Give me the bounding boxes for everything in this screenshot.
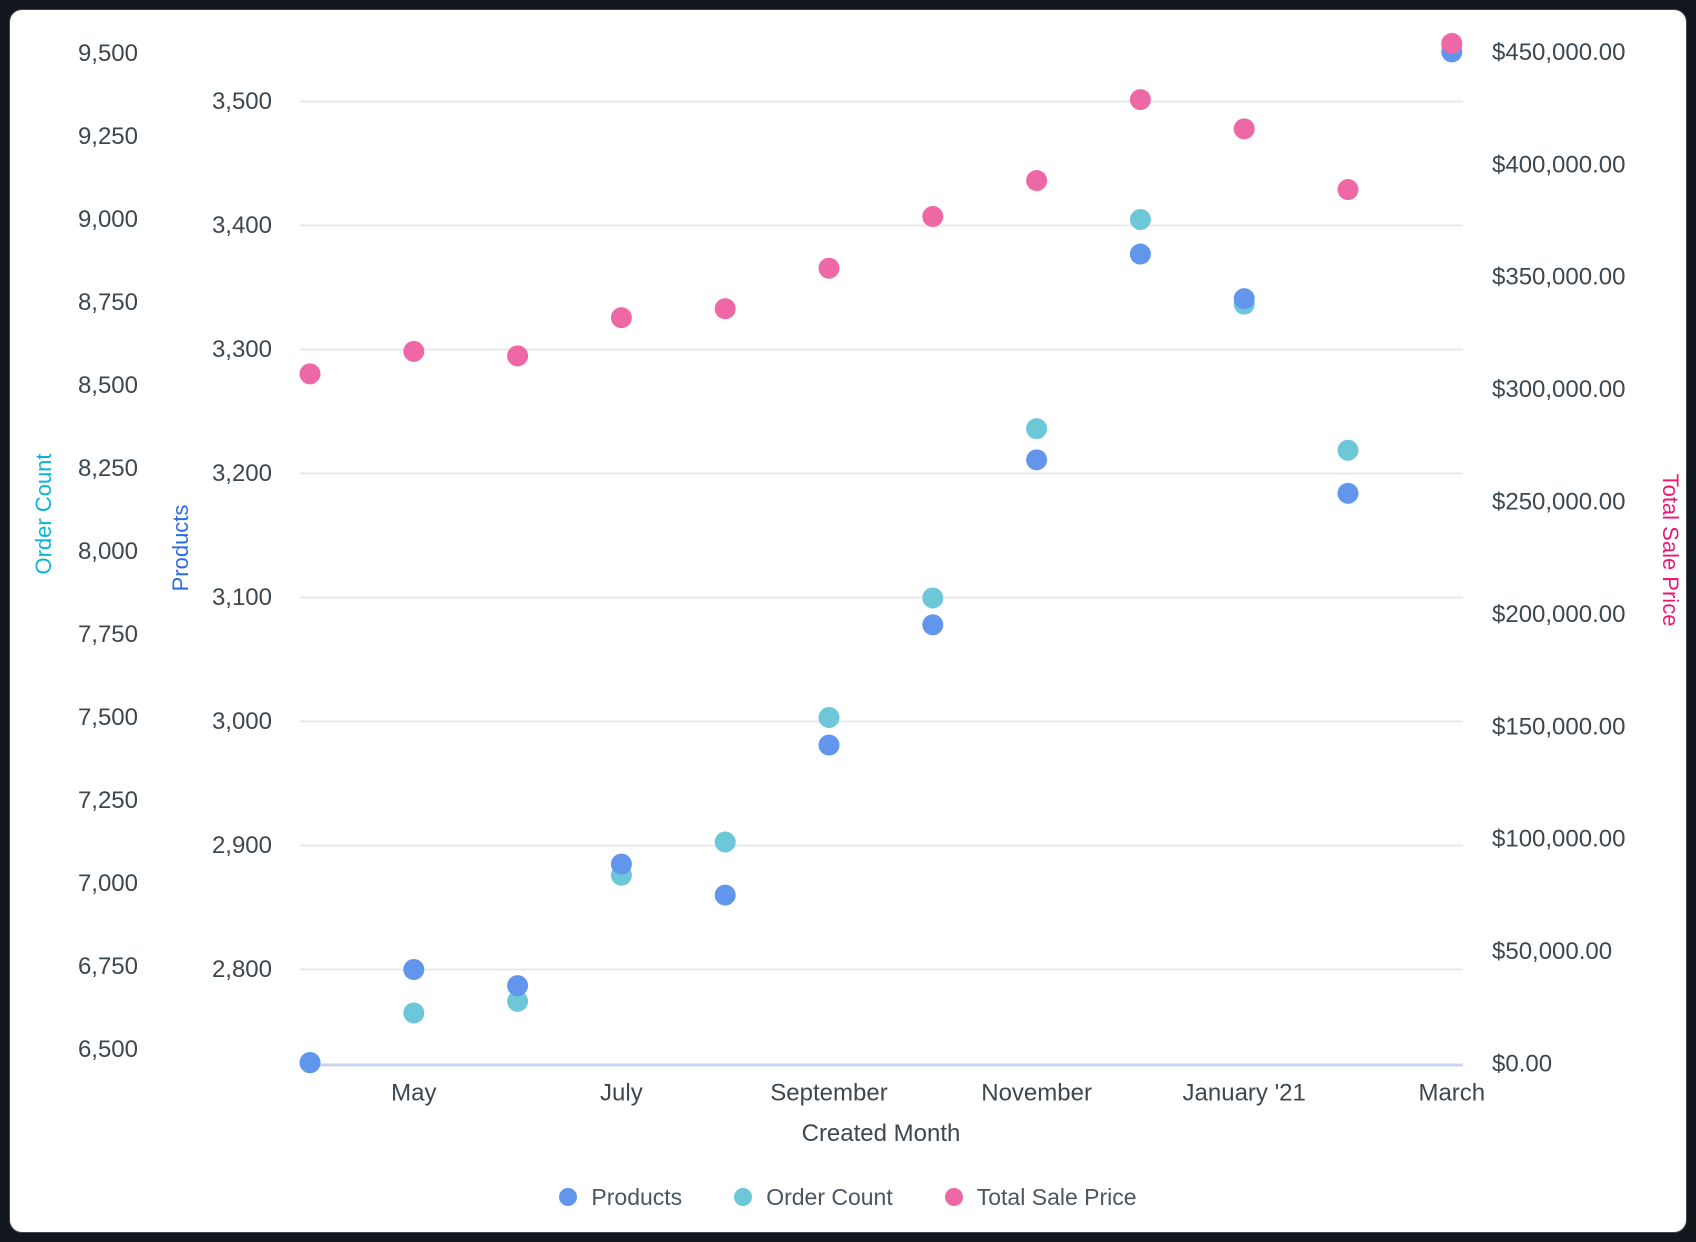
x-axis-tick-label: September [770,1080,887,1107]
chart-card [9,9,1687,1233]
point-products-january21[interactable] [1233,288,1255,310]
x-axis-tick-label: May [391,1080,436,1107]
point-total-sale-price-september[interactable] [818,257,840,279]
legend-label-order-count: Order Count [766,1183,893,1210]
y-tick-total_sale_price: $200,000.00 [1492,601,1625,628]
y-tick-products: 3,100 [212,584,272,611]
y-tick-total_sale_price: $450,000.00 [1492,39,1625,66]
tick-labels-layer: 6,500 6,750 7,000 7,250 7,500 7,750 8,000 8,250… [78,39,1626,1107]
point-order-count-june[interactable] [507,990,529,1012]
y-tick-products: 3,300 [212,336,272,363]
x-axis-tick-label: January '21 [1183,1080,1306,1107]
y-tick-order_count: 6,500 [78,1036,138,1063]
legend-item-total-sale-price[interactable]: Total Sale Price [944,1183,1137,1211]
point-products-may[interactable] [403,959,425,980]
point-total-sale-price-january21[interactable] [1233,118,1255,140]
x-axis-tick-label: March [1418,1080,1485,1107]
y-tick-total_sale_price: $150,000.00 [1492,713,1625,740]
chart-legend: Products Order Count Total Sale Price [0,1178,1696,1216]
y-tick-order_count: 8,500 [78,372,138,399]
y-tick-order_count: 9,250 [78,123,138,150]
point-order-count-september[interactable] [818,707,840,728]
point-products-october[interactable] [922,614,944,636]
y-tick-order_count: 7,250 [78,787,138,814]
y-tick-order_count: 7,000 [78,870,138,897]
y-tick-total_sale_price: $50,000.00 [1492,938,1612,965]
y-tick-total_sale_price: $400,000.00 [1492,151,1625,178]
legend-dot-order-count-icon [734,1188,753,1206]
point-products-december[interactable] [1129,243,1151,265]
point-total-sale-price-october[interactable] [922,206,944,228]
x-axis-title: Created Month [802,1120,961,1147]
point-total-sale-price-july[interactable] [610,307,632,329]
point-products-february[interactable] [1337,482,1359,504]
point-products-july[interactable] [610,853,632,875]
y-tick-order_count: 9,500 [78,40,138,67]
y-tick-order_count: 8,750 [78,289,138,316]
point-products-june[interactable] [507,975,529,997]
point-order-count-february[interactable] [1337,439,1359,461]
legend-dot-total-sale-price-icon [944,1188,963,1206]
point-order-count-october[interactable] [922,587,944,609]
data-points-layer [299,32,1463,1074]
point-order-count-november[interactable] [1026,418,1048,440]
y-tick-products: 3,200 [212,460,272,487]
x-axis-tick-label: July [600,1080,643,1107]
y-tick-total_sale_price: $100,000.00 [1492,826,1625,853]
y-axis-title-total-sale-price: Total Sale Price [1658,474,1683,627]
y-tick-order_count: 8,000 [78,538,138,565]
legend-label-products: Products [591,1183,683,1210]
y-tick-order_count: 8,250 [78,455,138,482]
point-products-april[interactable] [299,1052,321,1073]
point-total-sale-price-november[interactable] [1026,170,1048,192]
point-total-sale-price-february[interactable] [1337,179,1359,201]
legend-dot-products-icon [559,1188,578,1206]
point-order-count-may[interactable] [403,1002,425,1024]
point-total-sale-price-may[interactable] [403,340,425,362]
legend-item-products[interactable]: Products [559,1184,682,1211]
gridlines-layer [300,100,1463,971]
y-tick-total_sale_price: $350,000.00 [1492,264,1625,291]
legend-item-order-count[interactable]: Order Count [734,1184,893,1211]
y-tick-order_count: 7,750 [78,621,138,648]
point-total-sale-price-april[interactable] [299,363,321,385]
y-tick-total_sale_price: $0.00 [1492,1051,1552,1078]
y-tick-order_count: 6,750 [78,953,138,980]
y-tick-order_count: 9,000 [78,206,138,233]
point-products-august[interactable] [714,884,736,906]
point-products-november[interactable] [1026,449,1048,471]
y-tick-total_sale_price: $250,000.00 [1492,489,1625,516]
point-order-count-august[interactable] [714,831,736,853]
y-axis-title-order-count: Order Count [31,453,56,574]
y-tick-total_sale_price: $300,000.00 [1492,376,1625,403]
y-tick-products: 3,000 [212,708,272,735]
y-tick-products: 2,900 [212,832,272,859]
y-tick-products: 2,800 [212,956,272,983]
x-axis-tick-label: November [981,1080,1092,1107]
point-total-sale-price-june[interactable] [507,345,529,367]
point-total-sale-price-august[interactable] [714,298,736,320]
y-axis-title-products: Products [168,505,193,592]
y-tick-products: 3,400 [212,212,272,239]
y-tick-products: 3,500 [212,88,272,115]
point-total-sale-price-march[interactable] [1441,32,1463,54]
y-tick-order_count: 7,500 [78,704,138,731]
point-order-count-december[interactable] [1129,209,1151,230]
point-total-sale-price-december[interactable] [1129,89,1151,111]
point-products-september[interactable] [818,734,840,756]
legend-label-total-sale-price: Total Sale Price [976,1183,1137,1210]
